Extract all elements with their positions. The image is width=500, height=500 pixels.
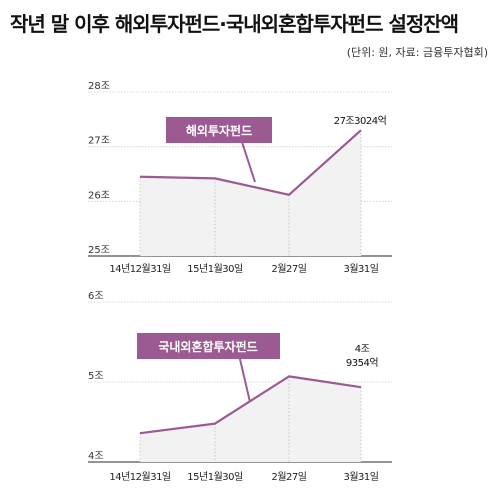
chart-title: 작년 말 이후 해외투자펀드·국내외혼합투자펀드 설정잔액 [10,12,459,36]
y-tick-label-0-2: 27조 [88,136,110,147]
series-line-0 [139,129,362,196]
x-tick-label-0-2: 2월27일 [272,263,307,275]
x-tick-label-0-0: 14년12월31일 [109,263,171,275]
callout-label-1: 국내외혼합투자펀드 [158,339,257,354]
callout-box-0 [166,117,272,143]
x-tick-label-0-3: 3월31일 [344,263,379,275]
y-tick-label-0-1: 26조 [88,190,110,201]
end-value-label-1-a: 4조 [355,344,370,355]
end-value-label-0: 27조3024억 [334,115,387,127]
y-tick-label-0-0: 25조 [88,245,110,256]
x-tick-label-1-2: 2월27일 [272,471,307,483]
callout-pointer-0 [241,142,256,183]
area-fill-1 [140,376,361,462]
y-tick-label-0-3: 28조 [88,81,110,92]
callout-box-1 [137,333,280,359]
y-tick-label-1-2: 6조 [88,291,104,302]
callout-label-0: 해외투자펀드 [186,123,252,138]
x-tick-label-1-3: 3월31일 [344,471,379,483]
y-tick-label-1-1: 5조 [88,371,104,382]
x-tick-label-0-1: 15년1월30일 [187,263,243,275]
end-value-label-1-b: 9354억 [346,357,378,369]
area-fill-0 [140,130,361,256]
y-tick-label-1-0: 4조 [88,451,104,462]
callout-pointer-1 [238,358,251,403]
x-tick-label-1-1: 15년1월30일 [187,471,243,483]
source-note: (단위: 원, 자료: 금융투자협회) [346,46,488,59]
x-tick-label-1-0: 14년12월31일 [109,471,171,483]
series-line-1 [139,375,362,435]
